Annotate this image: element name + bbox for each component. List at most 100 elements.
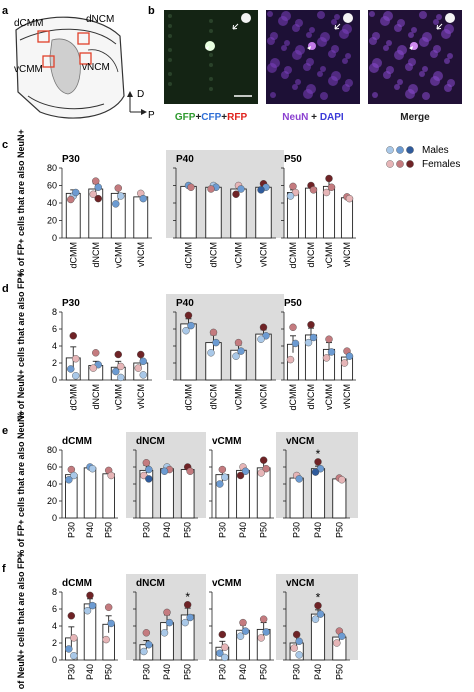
data-point [289,323,297,331]
group-dNCM: dNCM P30 P40 P50 [126,574,206,680]
cell-blob [408,32,414,38]
brain-schematic: dCMM dNCM vCMM vNCM D P [14,14,155,121]
bar-P50 [332,478,347,519]
data-point [286,192,295,200]
y-tick-label: 4 [52,621,57,631]
data-point [232,190,240,198]
data-point [89,190,97,198]
caption-part: + [308,112,319,123]
legend-males-label: Males [422,145,449,156]
chart-d: % of NeuN+ cells that are also FP+ P30 0 2 4… [16,272,356,420]
cell-blob [309,27,315,33]
cell-blob [295,79,301,85]
x-tick-label: P50 [334,664,344,680]
data-point [340,359,349,367]
data-point [187,321,195,330]
data-point [259,456,268,464]
x-tick-label: dNCM [91,384,101,410]
chart-e: % of FP+ cells that are also NeuN+ dCMM 0 2… [16,410,358,558]
x-tick-label: P30 [66,522,76,538]
data-point [94,183,102,191]
x-tick-label: P40 [85,522,95,538]
data-point [207,185,215,193]
cell-blob [168,72,172,76]
group-P30: P30 0 2 4 6 8 dCMM dNCM vCMM vNCM [52,298,152,411]
data-point [338,632,346,640]
group-vNCM: vNCM P30 P40 P50 [276,432,358,538]
data-point [139,194,147,203]
data-point [322,354,331,362]
cell-blob [168,48,172,52]
data-point [216,480,224,488]
data-point [236,471,245,480]
data-point [107,619,115,628]
y-tick-label: 60 [47,181,57,191]
legend-male-dot [406,146,414,154]
group-P30: P30 0 20 40 60 80 dCMM dNCM vCMM vNCM [47,154,152,269]
group-P40: P40 dCMM dNCM vCMM vNCM [166,294,284,411]
cell-blob [447,79,455,87]
cell-blob [436,14,442,20]
cell-blob [342,58,348,64]
data-point [72,188,80,197]
group-title: P40 [176,154,194,165]
group-title: dCMM [62,436,92,447]
bar-dCMM [180,185,197,239]
bar-vNCM [340,197,354,239]
data-point [307,321,315,329]
legend-females-label: Females [422,159,460,170]
group-title: P50 [284,298,302,309]
data-point [309,186,318,194]
panel-label-c: c [2,139,8,151]
bar-dNCM [205,186,222,239]
cell-blob [447,53,453,59]
data-point [259,615,268,623]
data-point [292,630,301,639]
x-tick-label: vNCM [342,242,352,267]
x-tick-label: P40 [238,664,248,680]
micrograph-2 [266,10,360,104]
data-point [145,641,153,649]
cell-blob [433,71,443,81]
y-tick-label: 6 [52,604,57,614]
x-tick-label: vNCM [136,384,146,409]
data-point [137,350,145,359]
x-tick-label: vNCM [259,384,269,409]
caption-part: + [195,112,201,123]
micrograph-row: GFP+CFP+RFP NeuN + DAPI Merge [164,10,462,123]
x-tick-label: P40 [162,664,172,680]
cell-blob [444,58,450,64]
data-point [112,200,120,208]
cell-blob [295,45,305,55]
data-point [295,637,303,645]
y-tick-label: 0 [52,233,57,243]
orientation-arrows: D P [127,89,155,121]
data-point [163,608,171,617]
micrograph-caption: NeuN + DAPI [282,112,344,123]
labeled-cell [343,13,353,23]
x-tick-label: dCMM [184,242,194,269]
cell-blob [292,84,298,90]
cell-blob [168,14,172,18]
data-point [207,349,215,357]
x-tick-label: P40 [162,522,172,538]
data-point [142,629,151,637]
y-tick-label: 8 [52,587,57,597]
cell-blob [320,92,328,100]
significance-star: * [316,447,321,461]
data-point [89,364,97,372]
data-point [221,473,229,481]
data-point [221,653,229,662]
y-axis-label: % of FP+ cells that are also NeuN+ [16,129,26,277]
y-tick-label: 80 [47,163,57,173]
data-point [295,651,303,659]
data-point [216,649,224,657]
cell-blob [284,40,290,46]
arrow-icon [232,23,239,30]
cell-blob [394,84,400,90]
bar-P40 [83,467,97,519]
data-point [262,465,270,473]
y-tick-label: 20 [47,216,57,226]
data-point [70,634,78,642]
data-point [304,338,313,347]
